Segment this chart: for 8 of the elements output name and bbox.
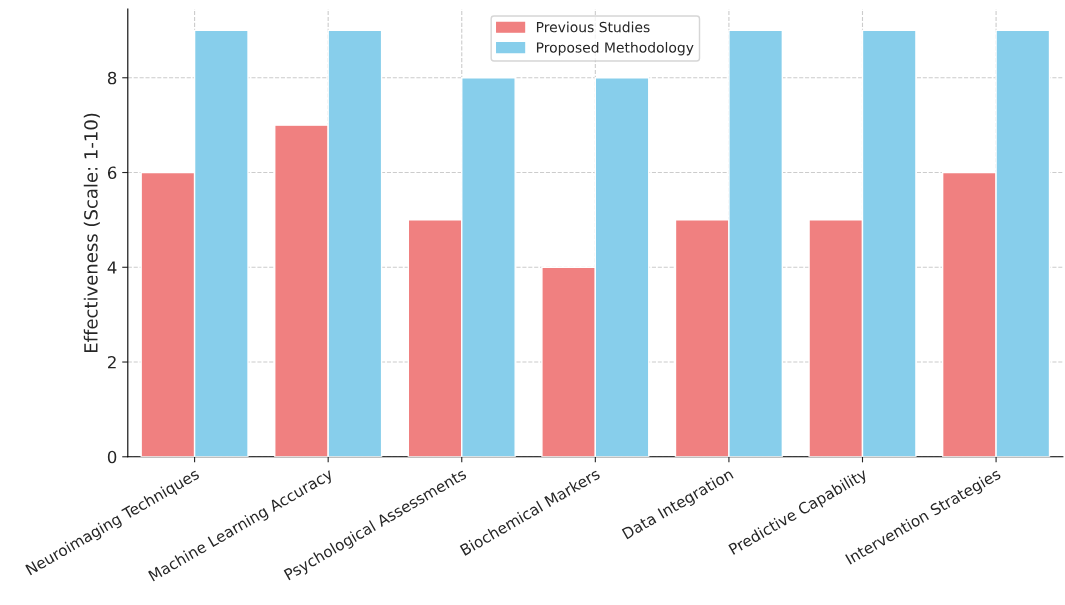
legend-label: Previous Studies <box>536 21 650 33</box>
y-tick-label: 8 <box>107 71 117 85</box>
y-axis-title: Effectiveness (Scale: 1-10) <box>83 113 100 352</box>
y-tick-label: 2 <box>108 355 116 369</box>
legend-label: Proposed Methodology <box>536 41 694 56</box>
y-tick-label: 6 <box>107 166 117 180</box>
y-tick-label: 0 <box>107 450 117 464</box>
y-tick-label: 4 <box>107 261 117 274</box>
